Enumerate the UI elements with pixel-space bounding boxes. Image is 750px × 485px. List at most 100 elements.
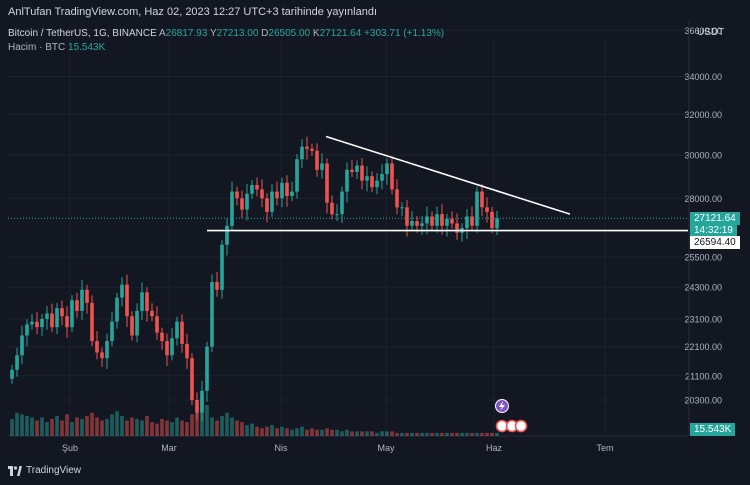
legend: Bitcoin / TetherUS, 1G, BINANCE A26817.9… <box>8 27 444 55</box>
volume-bar <box>410 432 414 436</box>
currency-label: USDT <box>697 27 725 38</box>
volume-bar <box>480 432 484 436</box>
volume-bar <box>435 432 439 436</box>
volume-bar <box>440 432 444 436</box>
candle-body <box>370 176 374 188</box>
time-tick-label: Mar <box>161 443 177 453</box>
price-tick-label: 25500.00 <box>684 252 722 262</box>
price-tick-label: 22100.00 <box>684 342 722 352</box>
volume-bar <box>400 432 404 436</box>
last-price-label: 27121.64 <box>690 212 740 225</box>
candle-body <box>240 198 244 210</box>
candle-body <box>485 207 489 212</box>
volume-bar <box>230 417 234 436</box>
footer-brand: TradingView <box>8 465 81 476</box>
volume-bar <box>330 429 334 436</box>
volume-bar <box>140 420 144 436</box>
volume-bar <box>30 417 34 436</box>
volume-bar <box>370 431 374 436</box>
candle-body <box>235 191 239 199</box>
volume-bar <box>120 415 124 436</box>
economic-event-flag-icon <box>514 419 528 433</box>
candle-body <box>385 163 389 175</box>
volume-bar <box>70 422 74 436</box>
candle-body <box>405 207 409 226</box>
candle-body <box>315 150 319 170</box>
ohlc-row: Bitcoin / TetherUS, 1G, BINANCE A26817.9… <box>8 27 444 41</box>
candle-body <box>280 182 284 199</box>
support-level-label: 26594.40 <box>690 236 740 249</box>
volume-bar <box>340 431 344 436</box>
volume-bar <box>360 431 364 436</box>
volume-bar <box>110 414 114 436</box>
resistance-trendline <box>325 135 571 215</box>
volume-bar <box>95 417 99 436</box>
candle-body <box>475 191 479 226</box>
volume-bar <box>430 432 434 436</box>
volume-bar <box>315 429 319 436</box>
candle-body <box>395 189 399 208</box>
volume-bar <box>130 417 134 436</box>
candle-body <box>180 321 184 344</box>
volume-bar <box>460 432 464 436</box>
open-value: 26817.93 <box>165 28 208 39</box>
volume-bar <box>190 414 194 436</box>
candle-body <box>445 218 449 226</box>
candle-body <box>435 214 439 226</box>
low-label: D <box>261 28 269 39</box>
candle-body <box>230 191 234 226</box>
candle-body <box>155 316 159 333</box>
brand-name: TradingView <box>26 465 82 476</box>
candle-body <box>105 341 109 359</box>
volume-label: Hacim · BTC <box>8 42 66 53</box>
close-label: K <box>312 28 320 39</box>
volume-bar <box>260 428 264 436</box>
candle-body <box>110 321 114 342</box>
volume-row: Hacim · BTC 15.543K <box>8 41 444 55</box>
volume-bar <box>450 432 454 436</box>
high-value: 27213.00 <box>216 28 259 39</box>
volume-axis-label: 15.543K <box>690 423 736 436</box>
candle-body <box>355 165 359 172</box>
volume-bar <box>425 432 429 436</box>
volume-bar <box>445 432 449 436</box>
volume-bar <box>350 431 354 436</box>
volume-bar <box>495 432 499 436</box>
volume-bar <box>50 418 54 436</box>
candle-body <box>400 207 404 209</box>
volume-bar <box>35 420 39 436</box>
candle-body <box>300 146 304 160</box>
volume-bar <box>270 425 274 436</box>
volume-bar <box>235 420 239 436</box>
candle-body <box>225 225 229 245</box>
volume-bar <box>55 415 59 436</box>
volume-bar <box>355 431 359 436</box>
volume-bar <box>335 429 339 436</box>
candle-body <box>305 146 309 149</box>
volume-bar <box>75 417 79 436</box>
volume-bar <box>375 432 379 436</box>
volume-bar <box>170 422 174 436</box>
volume-bar <box>300 426 304 436</box>
candle-body <box>145 292 149 311</box>
volume-bar <box>295 428 299 436</box>
price-tick-label: 36600.00 <box>684 26 722 36</box>
candle-body <box>165 341 169 356</box>
candle-body <box>455 223 459 233</box>
volume-value: 15.543K <box>68 42 106 53</box>
volume-bar <box>320 429 324 436</box>
time-tick-label: Şub <box>62 443 78 453</box>
candle-body <box>410 221 414 226</box>
candle-body <box>75 300 79 311</box>
high-label: Y <box>210 28 217 39</box>
volume-bar <box>405 432 409 436</box>
volume-bar <box>210 417 214 436</box>
volume-bar <box>415 432 419 436</box>
candle-body <box>295 159 299 192</box>
candle-body <box>340 191 344 215</box>
candle-body <box>185 343 189 359</box>
volume-bar <box>265 426 269 436</box>
candle-body <box>190 358 194 400</box>
